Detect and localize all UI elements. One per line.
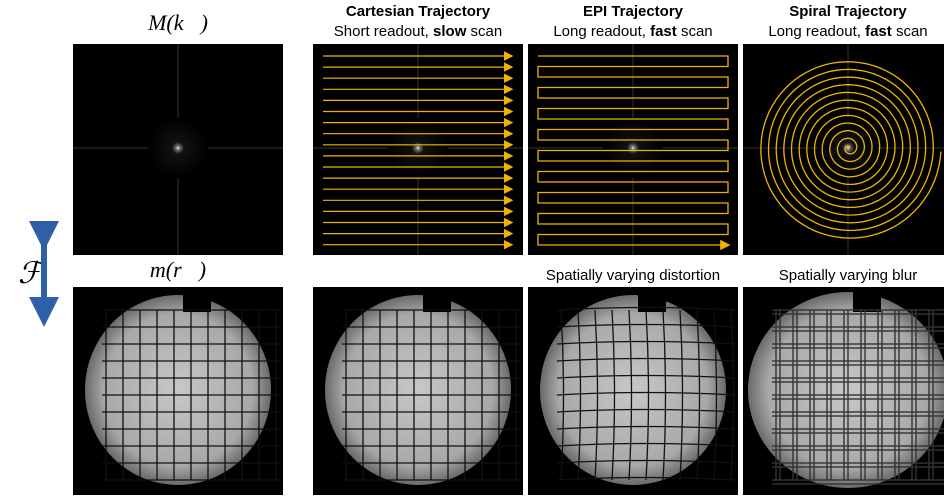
image-panel xyxy=(73,287,283,495)
subtitle-part: fast xyxy=(650,23,677,40)
figure: M(k⃗) m(r⃗) ℱ Cartesian TrajectoryShort … xyxy=(0,0,944,495)
column-caption: Spatially varying distortion xyxy=(546,267,720,284)
phantom-notch xyxy=(183,292,211,312)
image-panel xyxy=(528,287,738,495)
subtitle-part: fast xyxy=(865,23,892,40)
phantom-disc xyxy=(325,295,511,485)
subtitle-part: slow xyxy=(433,23,467,40)
subtitle-part: scan xyxy=(466,23,502,40)
column-title: Spiral Trajectory xyxy=(789,3,907,20)
subtitle-part: Long readout, xyxy=(768,23,865,40)
column-subtitle: Short readout, slow scan xyxy=(334,23,502,40)
phantom-disc xyxy=(748,292,944,488)
subtitle-part: Short readout, xyxy=(334,23,433,40)
subtitle-part: scan xyxy=(892,23,928,40)
column-subtitle: Long readout, fast scan xyxy=(768,23,927,40)
phantom-disc xyxy=(85,295,271,485)
phantom-notch xyxy=(638,292,666,312)
kspace-label: M(k⃗) xyxy=(147,10,208,35)
column-caption: Spatially varying blur xyxy=(779,267,917,284)
image xyxy=(528,287,738,495)
subtitle-part: scan xyxy=(677,23,713,40)
phantom-notch xyxy=(423,292,451,312)
column-title: EPI Trajectory xyxy=(583,3,684,20)
image-panel xyxy=(313,287,523,495)
kspace-center xyxy=(388,118,448,178)
kspace-center xyxy=(603,118,663,178)
image xyxy=(743,287,944,495)
image-label: m(r⃗) xyxy=(150,257,206,282)
image xyxy=(73,287,283,495)
image-panel xyxy=(743,287,944,495)
column-subtitle: Long readout, fast scan xyxy=(553,23,712,40)
column-title: Cartesian Trajectory xyxy=(346,3,491,20)
kspace-center xyxy=(148,118,208,178)
subtitle-part: Long readout, xyxy=(553,23,650,40)
image xyxy=(313,287,523,495)
